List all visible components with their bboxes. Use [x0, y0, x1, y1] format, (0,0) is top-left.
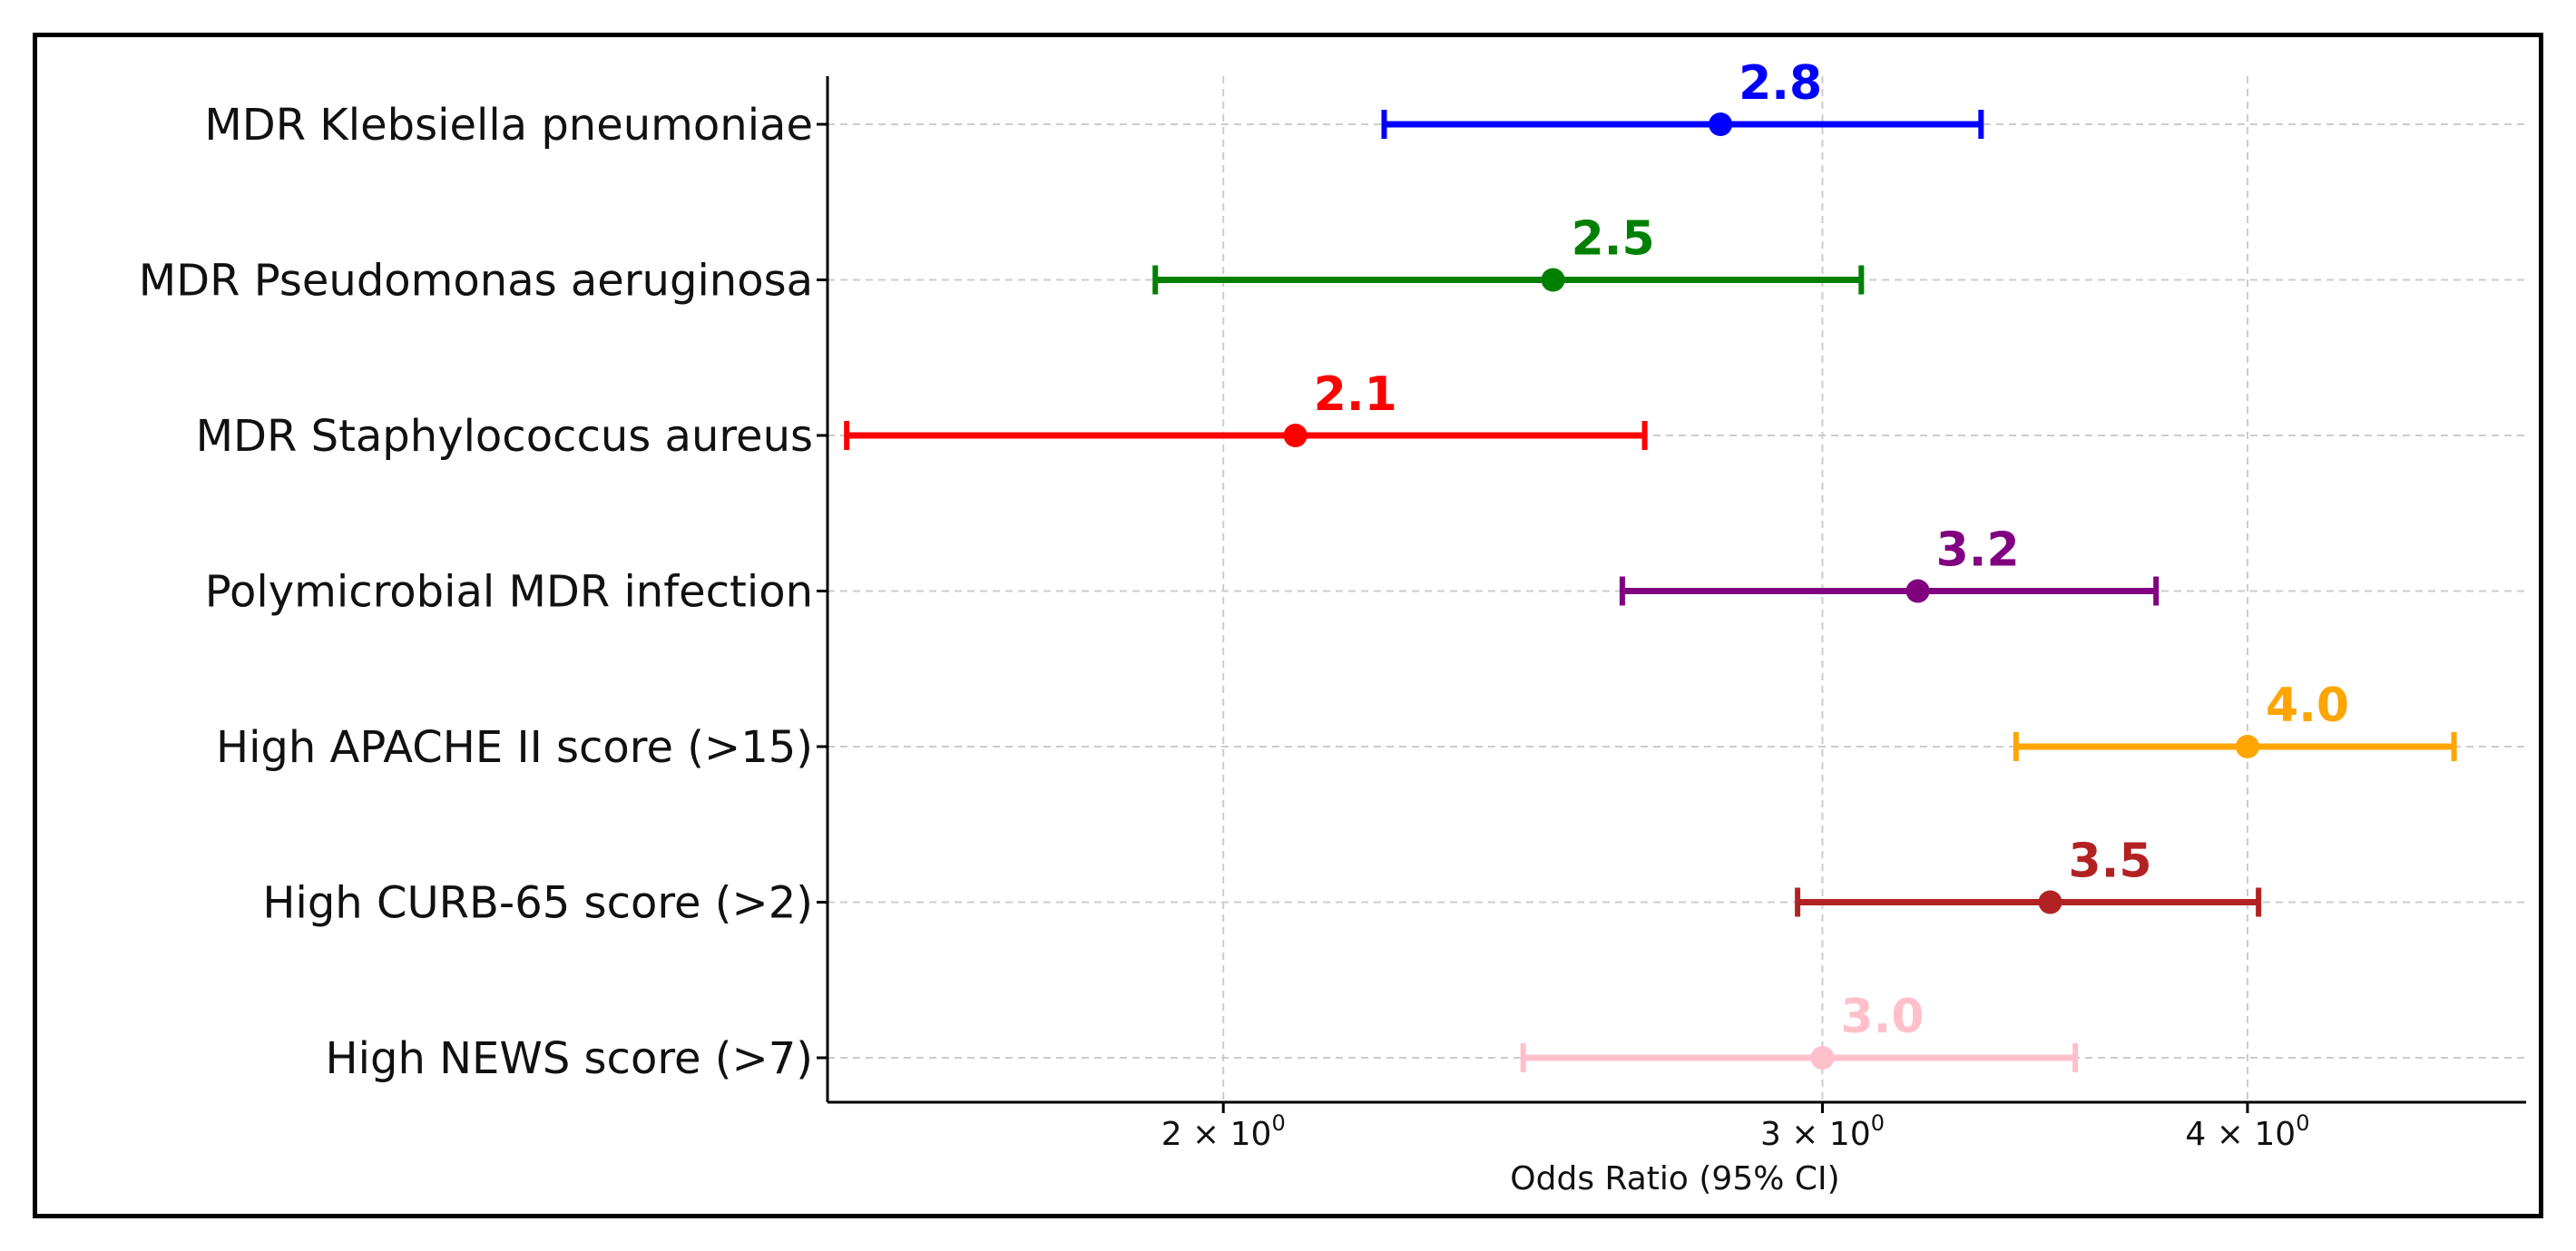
x-tick-label-exponent: 0 — [1871, 1110, 1885, 1136]
odds-ratio-point — [1709, 112, 1733, 136]
odds-ratio-point — [1810, 1046, 1835, 1070]
category-label: High NEWS score (>7) — [326, 1033, 813, 1084]
x-tick-label: 4 × 100 — [2185, 1110, 2309, 1153]
x-tick-label: 3 × 100 — [1760, 1110, 1885, 1153]
odds-ratio-label: 3.5 — [2069, 835, 2152, 889]
x-tick-label-base: 3 × 10 — [1760, 1116, 1871, 1153]
odds-ratio-point — [1905, 579, 1930, 603]
x-tick-label-exponent: 0 — [2296, 1110, 2309, 1136]
category-label: High CURB-65 score (>2) — [262, 878, 813, 929]
category-label: MDR Pseudomonas aeruginosa — [139, 256, 813, 307]
category-label: MDR Staphylococcus aureus — [196, 411, 813, 462]
odds-ratio-label: 2.5 — [1572, 212, 1655, 267]
figure-frame — [33, 33, 2543, 1218]
odds-ratio-point — [1541, 268, 1565, 292]
odds-ratio-label: 2.8 — [1739, 56, 1822, 111]
odds-ratio-label: 3.2 — [1936, 523, 2020, 578]
odds-ratio-label: 4.0 — [2266, 679, 2349, 733]
odds-ratio-point — [1283, 424, 1308, 447]
x-tick-label-base: 4 × 10 — [2185, 1116, 2296, 1153]
category-label: High APACHE II score (>15) — [216, 722, 813, 773]
category-label: MDR Klebsiella pneumoniae — [204, 100, 813, 151]
x-tick-label-exponent: 0 — [1271, 1110, 1285, 1136]
x-tick-label-base: 2 × 10 — [1161, 1116, 1272, 1153]
axes — [826, 76, 2526, 1104]
marks: 2.8 2.5 2.1 3.2 4.0 3.5 3.0 — [844, 56, 2457, 1072]
x-tick-label: 2 × 100 — [1161, 1110, 1286, 1153]
x-axis-label: Odds Ratio (95% CI) — [1510, 1160, 1839, 1197]
category-label: Polymicrobial MDR infection — [205, 567, 813, 618]
odds-ratio-point — [2038, 890, 2062, 914]
odds-ratio-point — [2235, 735, 2259, 758]
odds-ratio-label: 2.1 — [1314, 367, 1397, 422]
odds-ratio-label: 3.0 — [1840, 990, 1924, 1044]
